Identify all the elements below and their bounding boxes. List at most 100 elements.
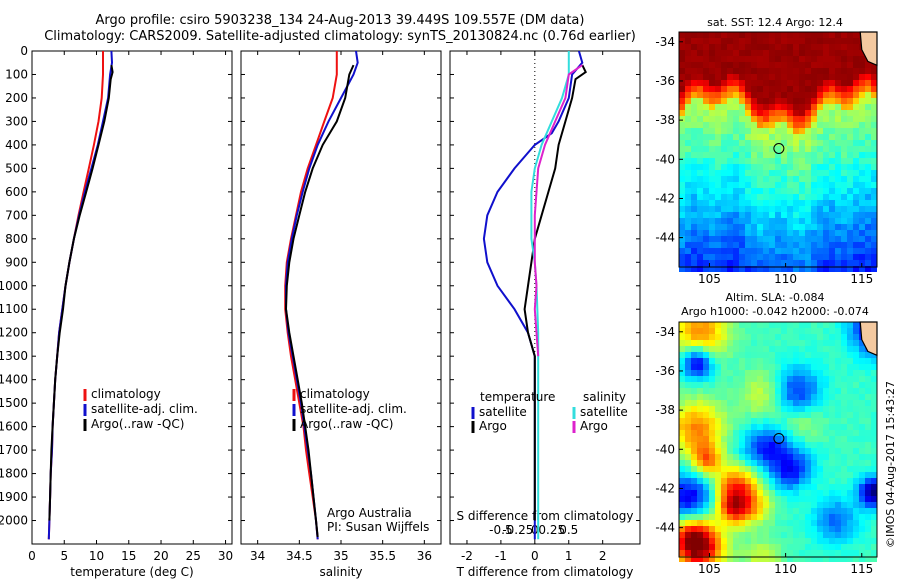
sst-map-cell — [679, 74, 685, 80]
sst-map-cell — [865, 116, 871, 122]
sla-map-cell — [835, 502, 841, 508]
sst-map-cell — [721, 188, 727, 194]
sst-map-cell — [691, 98, 697, 104]
sla-map-cell — [799, 406, 805, 412]
sla-map-cell — [805, 436, 811, 442]
sla-map-cell — [799, 484, 805, 490]
sst-map-cell — [709, 122, 715, 128]
sst-map-cell — [715, 164, 721, 170]
sst-map-cell — [679, 224, 685, 230]
sst-map-cell — [751, 134, 757, 140]
sla-map-cell — [721, 496, 727, 502]
sst-map-cell — [859, 164, 865, 170]
sst-map-cell — [871, 170, 877, 176]
sst-map-cell — [715, 32, 721, 38]
sla-map-cell — [793, 358, 799, 364]
sst-map-cell — [865, 140, 871, 146]
sla-map-cell — [715, 436, 721, 442]
sst-map-cell — [751, 158, 757, 164]
sla-map-cell — [775, 520, 781, 526]
sst-map-cell — [847, 134, 853, 140]
sst-map-cell — [679, 56, 685, 62]
sla-map-cell — [775, 478, 781, 484]
sst-map-cell — [715, 80, 721, 86]
sst-map-cell — [871, 92, 877, 98]
sst-map-cell — [757, 134, 763, 140]
sla-map-cell — [709, 436, 715, 442]
sla-map-cell — [751, 418, 757, 424]
sst-map-cell — [679, 266, 685, 272]
sla-map-cell — [817, 544, 823, 550]
sla-map-cell — [697, 322, 703, 328]
sst-map-cell — [739, 212, 745, 218]
sla-map-cell — [859, 538, 865, 544]
sla-map-cell — [811, 358, 817, 364]
sst-map-cell — [823, 260, 829, 266]
sst-map-cell — [739, 158, 745, 164]
sst-map-cell — [805, 260, 811, 266]
sst-map-cell — [703, 98, 709, 104]
sla-map-cell — [823, 442, 829, 448]
sla-map-cell — [787, 556, 793, 562]
sst-map-cell — [853, 74, 859, 80]
sst-map-cell — [823, 146, 829, 152]
sst-map-cell — [835, 128, 841, 134]
sst-map-cell — [871, 266, 877, 272]
sst-map-cell — [787, 248, 793, 254]
sst-map-cell — [781, 230, 787, 236]
depth-tick-label: 1000 — [0, 279, 28, 293]
sst-map-cell — [763, 200, 769, 206]
sst-map-cell — [859, 116, 865, 122]
sla-map-cell — [865, 532, 871, 538]
sst-map-cell — [763, 194, 769, 200]
sst-map-cell — [805, 200, 811, 206]
sla-map-cell — [865, 496, 871, 502]
sla-map-cell — [865, 478, 871, 484]
sst-map-cell — [715, 194, 721, 200]
sst-map-cell — [799, 80, 805, 86]
sla-map-cell — [787, 412, 793, 418]
sla-map-cell — [793, 460, 799, 466]
sst-map-cell — [835, 170, 841, 176]
sla-map-cell — [679, 394, 685, 400]
sst-map-cell — [769, 224, 775, 230]
sla-map-cell — [685, 478, 691, 484]
sla-map-cell — [679, 496, 685, 502]
sst-map-cell — [811, 122, 817, 128]
sla-map-cell — [787, 394, 793, 400]
sla-map-cell — [769, 418, 775, 424]
sst-map-cell — [805, 206, 811, 212]
sla-map-cell — [691, 454, 697, 460]
sla-map-cell — [715, 478, 721, 484]
sst-map-cell — [865, 254, 871, 260]
sst-map-cell — [847, 218, 853, 224]
sla-map-cell — [757, 418, 763, 424]
temperature-legend-label: Argo(..raw -QC) — [91, 417, 184, 431]
sla-map-cell — [715, 514, 721, 520]
sla-map-cell — [739, 382, 745, 388]
depth-tick-label: 900 — [5, 255, 28, 269]
sla-map-cell — [715, 466, 721, 472]
sla-map-cell — [757, 526, 763, 532]
sst-map-cell — [739, 92, 745, 98]
sla-map-cell — [679, 346, 685, 352]
sst-map-cell — [787, 86, 793, 92]
sst-map-cell — [841, 32, 847, 38]
sst-map-cell — [721, 98, 727, 104]
sst-map-cell — [763, 248, 769, 254]
sst-map-cell — [817, 242, 823, 248]
sla-map-cell — [841, 538, 847, 544]
sla-map-cell — [757, 394, 763, 400]
sla-map-cell — [793, 418, 799, 424]
sla-map-cell — [841, 490, 847, 496]
sla-map-cell — [751, 544, 757, 550]
sla-map-cell — [745, 430, 751, 436]
sst-map-cell — [703, 68, 709, 74]
sla-map-cell — [853, 388, 859, 394]
sla-map-cell — [709, 520, 715, 526]
sla-map-cell — [703, 550, 709, 556]
sla-map-cell — [757, 334, 763, 340]
sla-map-cell — [829, 532, 835, 538]
sst-map-cell — [697, 206, 703, 212]
sla-map-cell — [871, 448, 877, 454]
